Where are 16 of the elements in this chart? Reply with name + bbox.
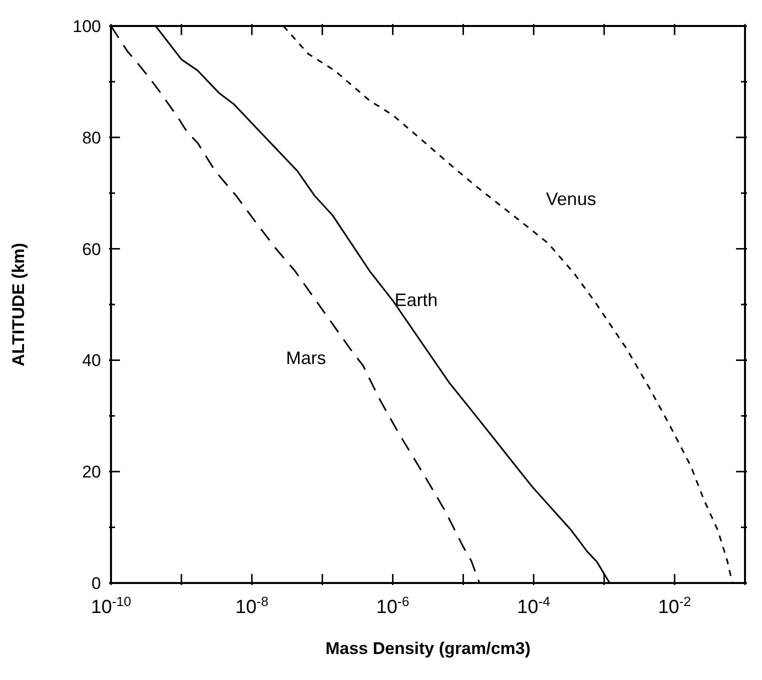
- y-tick-label: 20: [82, 462, 101, 482]
- x-tick-label: 10$^{-10}$: [90, 594, 132, 618]
- x-tick-label: 10$^{-2}$: [658, 594, 692, 618]
- series-label: Mars: [286, 348, 326, 368]
- x-axis-title: Mass Density (gram/cm3): [325, 639, 531, 658]
- y-tick-label: 80: [82, 128, 101, 148]
- series-label: Venus: [546, 189, 596, 210]
- series-label: Earth: [394, 290, 438, 310]
- y-tick-label: 60: [82, 240, 101, 259]
- x-tick-label: 10$^{-8}$: [235, 594, 268, 618]
- x-tick-label: 10$^{-6}$: [376, 594, 410, 618]
- x-tick-label: 10$^{-4}$: [517, 594, 550, 618]
- y-tick-label: 40: [82, 351, 101, 370]
- y-tick-label: 0: [92, 574, 101, 593]
- y-tick-label: 100: [72, 17, 101, 36]
- y-axis-title: ALTITUDE (km): [9, 242, 28, 366]
